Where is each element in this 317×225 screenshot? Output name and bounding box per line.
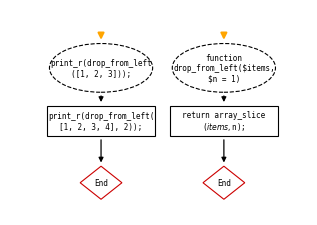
Text: function
drop_from_left($items,
$n = 1): function drop_from_left($items, $n = 1) — [173, 54, 275, 83]
Text: print_r(drop_from_left
([1, 2, 3]));: print_r(drop_from_left ([1, 2, 3])); — [50, 59, 152, 78]
FancyBboxPatch shape — [170, 106, 278, 137]
Polygon shape — [80, 166, 122, 199]
Ellipse shape — [172, 44, 275, 93]
FancyBboxPatch shape — [47, 106, 155, 137]
Text: print_r(drop_from_left(
[1, 2, 3, 4], 2));: print_r(drop_from_left( [1, 2, 3, 4], 2)… — [48, 112, 154, 131]
Ellipse shape — [49, 44, 153, 93]
Text: return array_slice
($items, $n);: return array_slice ($items, $n); — [182, 110, 266, 133]
Text: End: End — [217, 178, 231, 187]
Text: End: End — [94, 178, 108, 187]
Polygon shape — [203, 166, 245, 199]
